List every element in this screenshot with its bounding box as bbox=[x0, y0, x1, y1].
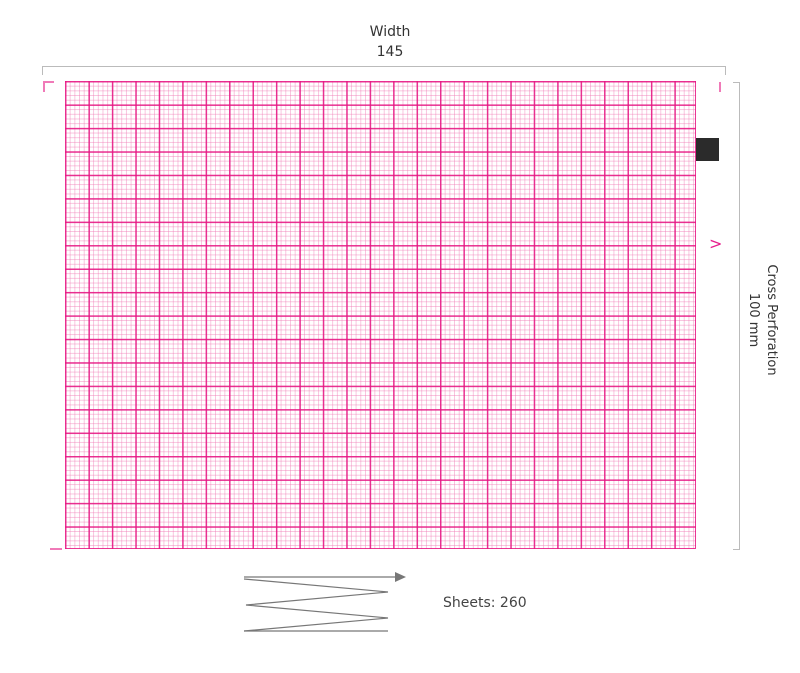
height-value: 100 mm bbox=[746, 292, 761, 348]
corner-mark-top-right bbox=[719, 82, 721, 92]
zigzag-fanfold-icon bbox=[243, 572, 406, 632]
width-title: Width bbox=[369, 24, 411, 40]
chevron-right-icon: > bbox=[709, 234, 723, 253]
height-dimension-bracket bbox=[733, 82, 740, 550]
height-title: Cross Perforation bbox=[764, 264, 779, 376]
width-value: 145 bbox=[376, 44, 404, 60]
height-label: Cross Perforation 100 mm bbox=[740, 200, 780, 440]
sheets-count: Sheets: 260 bbox=[443, 595, 527, 611]
width-dimension-bracket bbox=[42, 66, 726, 75]
corner-mark-bottom-left bbox=[50, 548, 62, 550]
sensor-black-mark bbox=[696, 138, 719, 161]
corner-mark-top-left bbox=[43, 81, 54, 92]
ecg-grid-paper bbox=[65, 81, 696, 549]
